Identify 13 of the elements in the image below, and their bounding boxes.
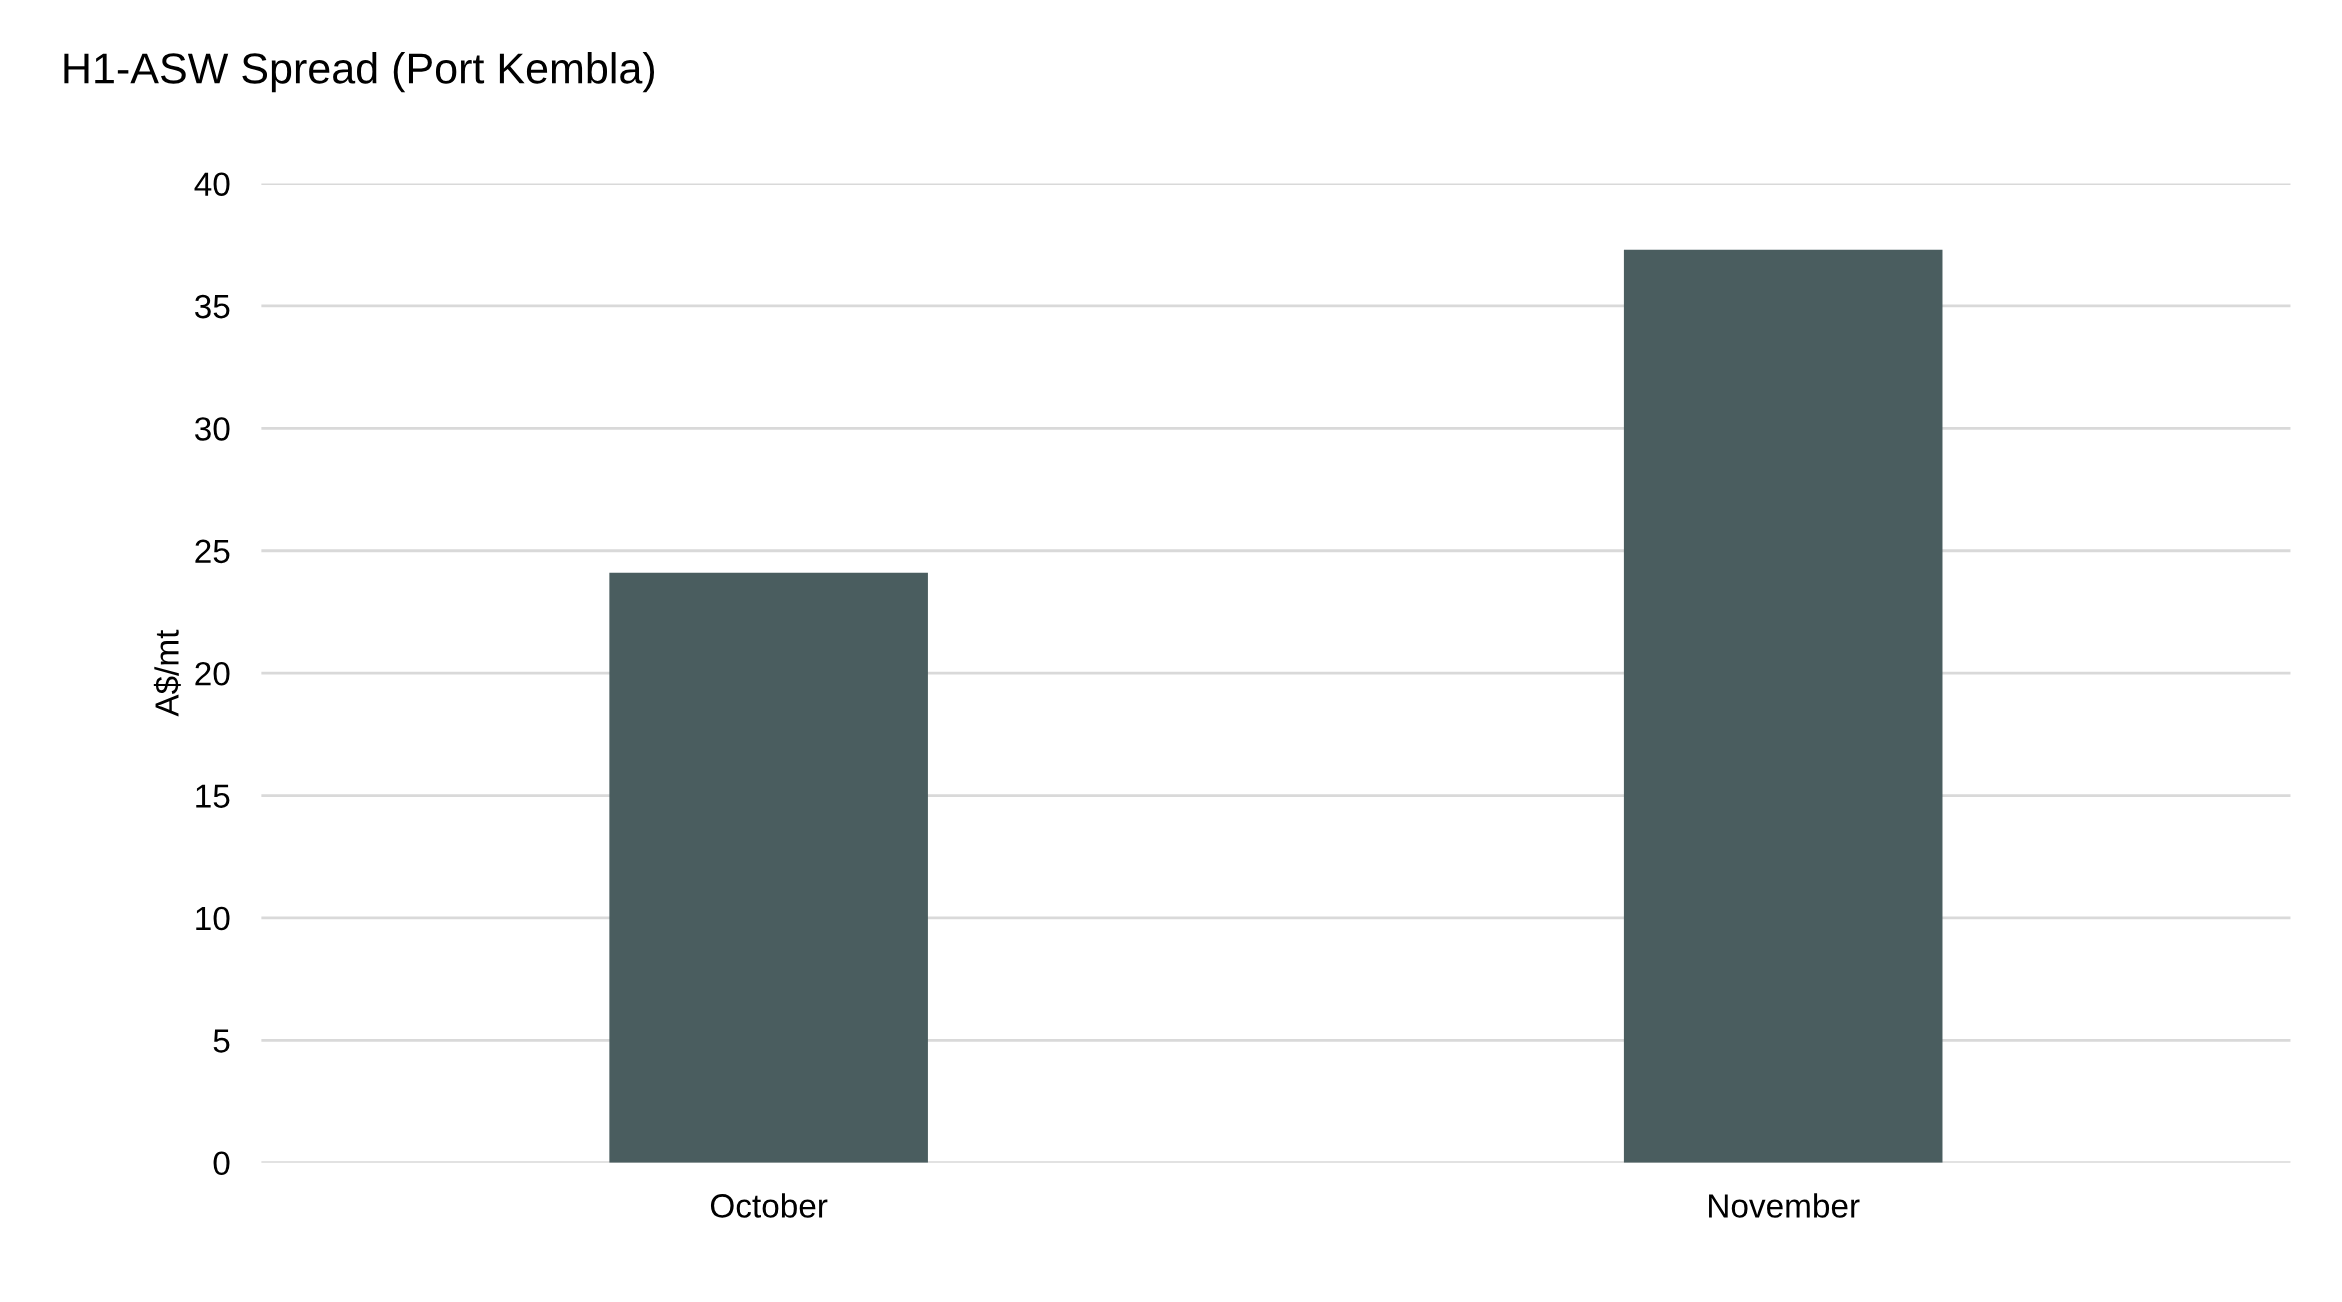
chart-title: H1-ASW Spread (Port Kembla) bbox=[64, 52, 655, 93]
y-tick-label: 20 bbox=[195, 661, 230, 686]
y-tick-label: 15 bbox=[196, 784, 230, 808]
y-tick-label: 40 bbox=[194, 172, 230, 196]
y-tick-label: 30 bbox=[195, 417, 230, 441]
y-axis-title: A$/mt bbox=[153, 629, 181, 717]
x-tick-label: November bbox=[1709, 1193, 1860, 1218]
y-tick-label: 35 bbox=[195, 294, 230, 319]
y-tick-label: 10 bbox=[196, 906, 230, 931]
y-tick-label: 0 bbox=[213, 1151, 230, 1176]
x-tick-label: October bbox=[710, 1193, 828, 1218]
y-tick-label: 25 bbox=[195, 539, 230, 564]
y-tick-label: 5 bbox=[213, 1029, 230, 1053]
